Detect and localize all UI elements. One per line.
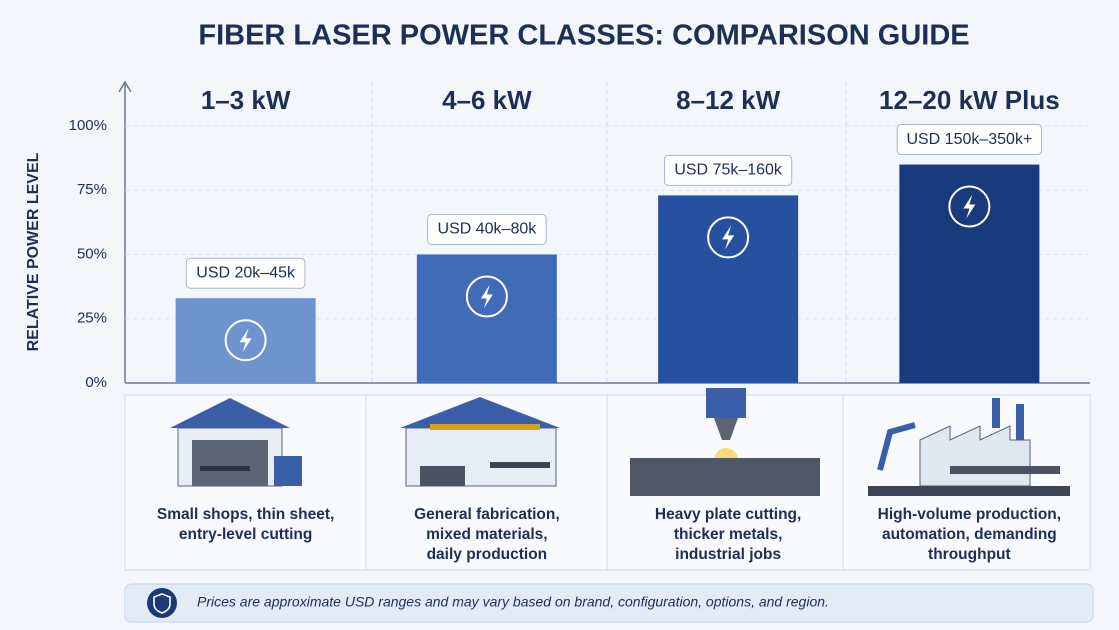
price-box [427,214,547,245]
y-tick-label: 25% [77,310,107,327]
y-tick-label: 100% [69,117,107,134]
bar [658,195,799,383]
price-label: USD 20k–45k [196,264,296,281]
use-case-description: industrial jobs [675,546,781,563]
price-box [664,154,793,186]
illustration-plate-cutting [630,388,820,496]
use-case-description: General fabrication, [414,506,560,523]
bolt-icon [465,275,508,318]
use-case-description: throughput [928,546,1011,563]
illustration-small-shop [170,398,302,487]
category-label: 1–3 kW [201,85,291,115]
shield [153,593,171,614]
use-case-description: High-volume production, [878,506,1061,523]
category-label: 8–12 kW [676,85,781,115]
use-case-description: entry-level cutting [179,526,313,543]
illustration-fabrication [400,397,560,487]
column-dividers [371,82,847,383]
footnote-box [124,583,1094,623]
footnote: Prices are approximate USD ranges and ma… [197,594,829,610]
y-axis-arrow [118,80,132,93]
price-label: USD 75k–160k [674,162,783,179]
bar [416,254,557,383]
use-case-description: thicker metals, [674,526,783,543]
footnote-icon [147,588,177,618]
use-case-description: automation, demanding [882,526,1057,543]
price-label: USD 40k–80k [438,221,538,238]
bolt-icon [707,216,750,259]
y-tick-label: 0% [85,374,107,391]
bolt [722,225,735,250]
bolt [480,284,493,309]
use-case-description: daily production [427,546,548,563]
y-tick-label: 50% [77,245,107,262]
bolt [963,194,976,219]
category-label: 4–6 kW [442,85,532,115]
chart-title: FIBER LASER POWER CLASSES: COMPARISON GU… [198,20,969,52]
price-label: USD 150k–350k+ [906,131,1032,148]
price-box [896,124,1043,156]
category-label: 12–20 kW Plus [879,85,1060,115]
bolt-icon [224,319,267,362]
bolt-icon [948,185,991,228]
y-tick-label: 75% [77,181,107,198]
use-case-description: mixed materials, [426,526,547,543]
bolt [239,328,252,353]
bar [899,164,1040,383]
price-box [185,257,306,289]
use-case-description: Small shops, thin sheet, [157,506,334,523]
use-case-description: Heavy plate cutting, [655,506,801,523]
panel-dividers [365,395,844,570]
y-axis-label: RELATIVE POWER LEVEL [25,152,42,351]
illustration-factory [868,398,1070,496]
